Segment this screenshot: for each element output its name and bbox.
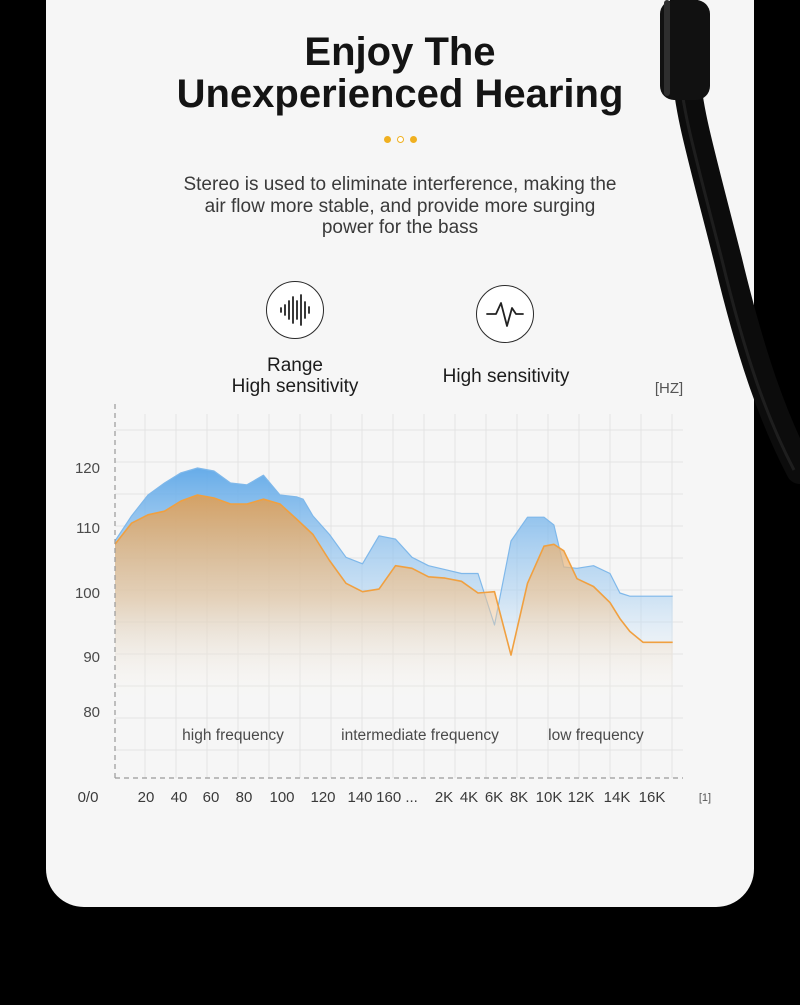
- description-line: air flow more stable, and provide more s…: [204, 195, 596, 217]
- y-tick-label: 80: [83, 704, 100, 721]
- x-tick-label: 20: [138, 789, 155, 806]
- sound-wave-icon: [266, 281, 324, 339]
- x-tick-label: 12K: [568, 789, 595, 806]
- x-tick-label: 60: [203, 789, 220, 806]
- origin-label: 0/0: [78, 789, 99, 806]
- x-tick-label: 120: [310, 789, 335, 806]
- x-tick-label: 16K: [639, 789, 666, 806]
- x-tick-label: 40: [171, 789, 188, 806]
- pulse-icon: [476, 285, 534, 343]
- feature-label-line: High sensitivity: [442, 366, 570, 387]
- product-card: [46, 0, 754, 907]
- x-tick-label: 4K: [460, 789, 478, 806]
- y-tick-label: 110: [76, 520, 100, 537]
- x-tick-label: 8K: [510, 789, 528, 806]
- x-tick-label: 100: [269, 789, 294, 806]
- description-line: power for the bass: [321, 217, 479, 238]
- x-end-label: [1]: [699, 792, 711, 804]
- dot-icon: [383, 136, 391, 143]
- x-tick-label: 140: [347, 789, 372, 806]
- region-label: intermediate frequency: [341, 727, 499, 744]
- x-tick-label: 80: [236, 789, 253, 806]
- unit-label: [HZ]: [655, 380, 683, 397]
- feature-label-line: Range: [267, 355, 323, 376]
- x-tick-label: 2K: [435, 789, 453, 806]
- series-area-blue-line: [114, 467, 673, 626]
- decorative-dots: [0, 136, 800, 143]
- page-title-line1: Enjoy The: [304, 30, 496, 74]
- description-line: Stereo is used to eliminate interference…: [183, 174, 617, 195]
- dot-icon: [409, 136, 417, 143]
- series-area-orange-line: [114, 494, 673, 656]
- feature-label-sensitivity: High sensitivity: [406, 366, 606, 387]
- x-tick-label: 14K: [604, 789, 631, 806]
- description-text: Stereo is used to eliminate interference…: [140, 174, 660, 239]
- x-tick-label: 6K: [485, 789, 503, 806]
- region-label: high frequency: [182, 727, 284, 744]
- y-tick-label: 120: [75, 460, 100, 477]
- feature-label-range: Range High sensitivity: [195, 355, 395, 397]
- y-tick-label: 100: [75, 585, 100, 602]
- y-tick-label: 90: [83, 649, 100, 666]
- page-title-line2: Unexperienced Hearing: [176, 72, 624, 116]
- feature-label-line: High sensitivity: [231, 376, 359, 397]
- series-area-orange: [115, 495, 673, 700]
- x-tick-label: 160 ...: [376, 789, 418, 806]
- region-label: low frequency: [548, 727, 644, 744]
- dot-icon: [396, 136, 404, 143]
- x-tick-label: 10K: [536, 789, 563, 806]
